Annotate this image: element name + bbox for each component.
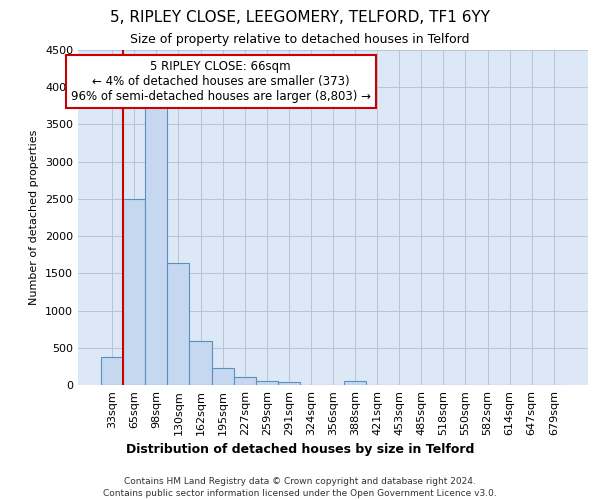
Text: Contains public sector information licensed under the Open Government Licence v3: Contains public sector information licen…	[103, 489, 497, 498]
Bar	[145, 106, 167, 385]
Text: Distribution of detached houses by size in Telford: Distribution of detached houses by size …	[126, 442, 474, 456]
Bar	[190, 341, 212, 385]
Bar	[256, 380, 278, 385]
Bar	[344, 380, 366, 385]
Bar	[167, 263, 190, 385]
Y-axis label: Number of detached properties: Number of detached properties	[29, 130, 40, 305]
Bar	[101, 358, 123, 385]
Bar	[233, 377, 256, 385]
Bar	[123, 199, 145, 385]
Text: Size of property relative to detached houses in Telford: Size of property relative to detached ho…	[130, 32, 470, 46]
Bar	[278, 382, 300, 385]
Text: 5 RIPLEY CLOSE: 66sqm
← 4% of detached houses are smaller (373)
96% of semi-deta: 5 RIPLEY CLOSE: 66sqm ← 4% of detached h…	[71, 60, 371, 103]
Text: 5, RIPLEY CLOSE, LEEGOMERY, TELFORD, TF1 6YY: 5, RIPLEY CLOSE, LEEGOMERY, TELFORD, TF1…	[110, 10, 490, 25]
Text: Contains HM Land Registry data © Crown copyright and database right 2024.: Contains HM Land Registry data © Crown c…	[124, 478, 476, 486]
Bar	[212, 368, 233, 385]
